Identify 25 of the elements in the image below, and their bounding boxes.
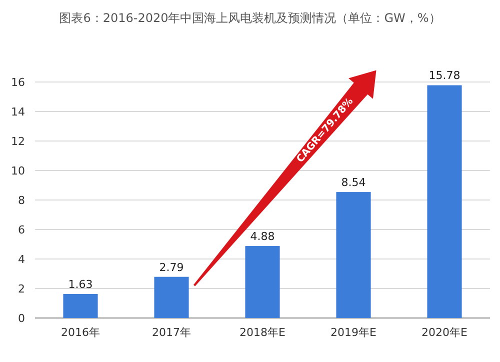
bar [427, 85, 462, 318]
bar [336, 192, 371, 318]
y-tick-label: 4 [18, 253, 25, 266]
x-tick-label: 2020年E [422, 326, 468, 339]
data-label: 4.88 [250, 230, 275, 244]
y-tick-label: 0 [18, 312, 25, 325]
bar [245, 246, 280, 318]
bar [63, 294, 98, 318]
x-tick-label: 2018年E [240, 326, 286, 339]
data-label: 1.63 [68, 278, 93, 291]
x-tick-label: 2017年 [152, 326, 191, 339]
y-tick-label: 10 [11, 164, 25, 178]
y-tick-label: 12 [11, 135, 25, 148]
x-tick-label: 2016年 [61, 326, 100, 339]
y-tick-label: 8 [18, 194, 25, 207]
data-label: 8.54 [341, 176, 366, 190]
y-tick-label: 14 [11, 106, 25, 118]
data-label: 15.78 [428, 69, 460, 82]
y-tick-label: 6 [18, 224, 25, 236]
chart-title: 图表6：2016-2020年中国海上风电装机及预测情况（单位：GW，%） [59, 11, 441, 25]
x-tick-label: 2019年E [330, 326, 377, 339]
data-label: 2.79 [159, 260, 184, 274]
y-tick-label: 2 [18, 282, 25, 296]
bar [154, 276, 189, 318]
y-tick-label: 16 [11, 76, 25, 89]
